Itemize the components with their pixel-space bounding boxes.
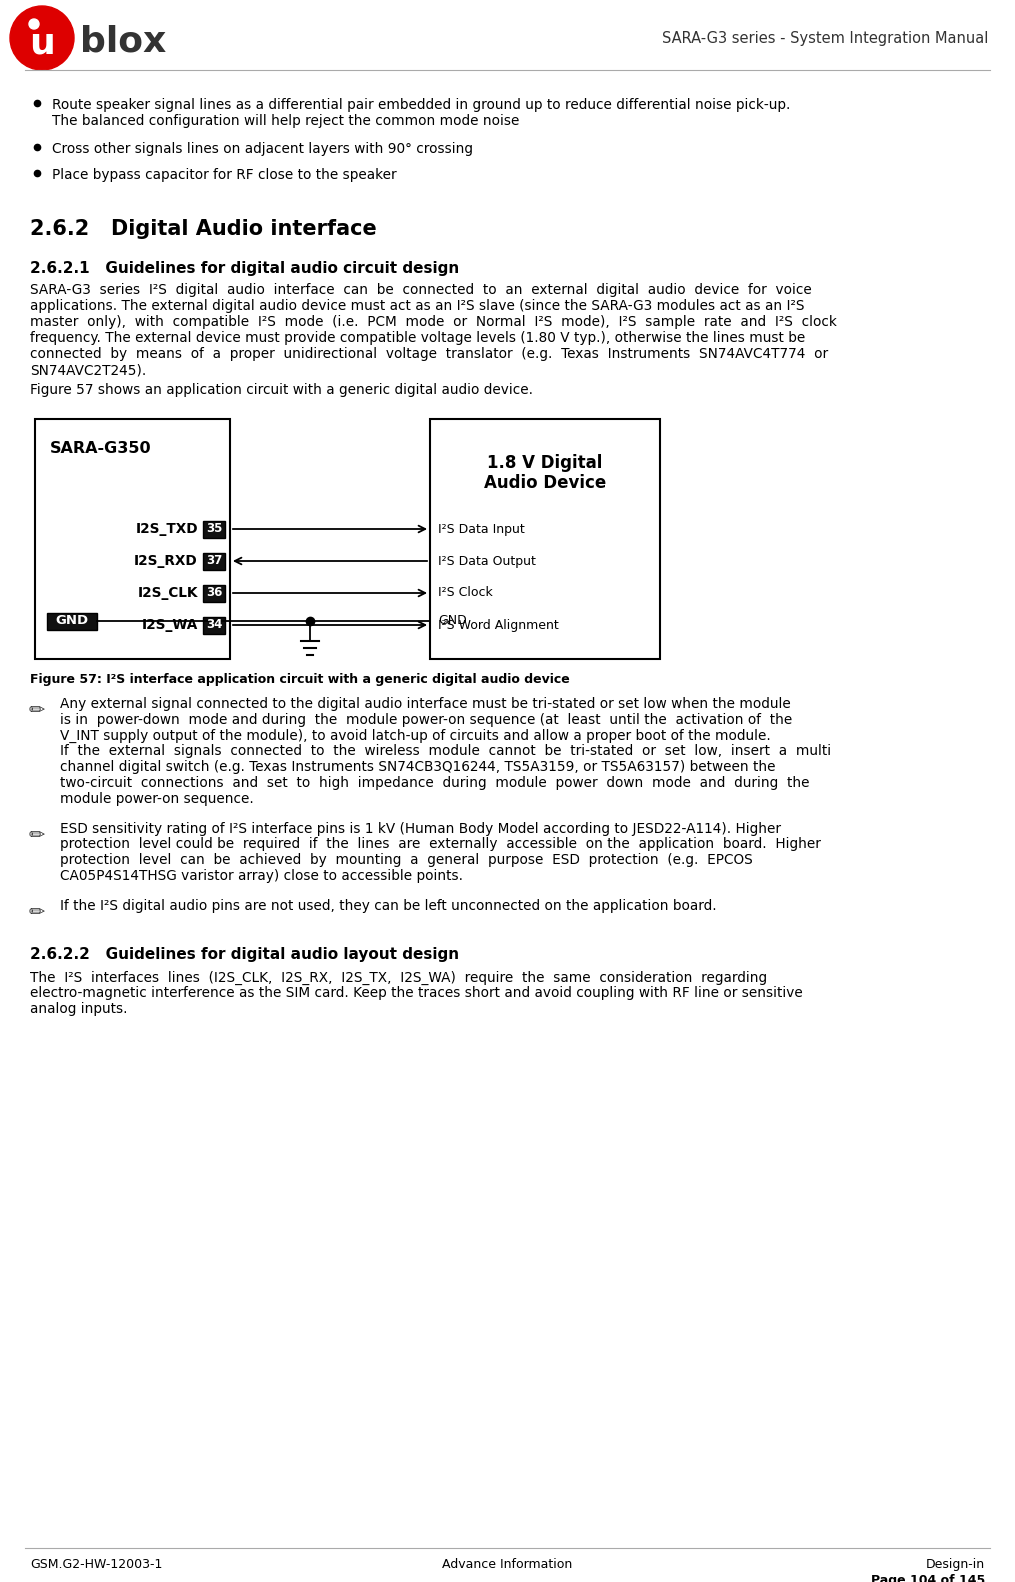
Bar (203, 584, 225, 601)
Text: GSM.G2-HW-12003-1: GSM.G2-HW-12003-1 (30, 1558, 162, 1571)
Circle shape (10, 6, 74, 70)
Text: master  only),  with  compatible  I²S  mode  (i.e.  PCM  mode  or  Normal  I²S  : master only), with compatible I²S mode (… (30, 315, 837, 329)
Text: I2S_TXD: I2S_TXD (135, 522, 198, 536)
Text: two-circuit  connections  and  set  to  high  impedance  during  module  power  : two-circuit connections and set to high … (60, 777, 810, 789)
Text: module power-on sequence.: module power-on sequence. (60, 793, 254, 805)
Text: channel digital switch (e.g. Texas Instruments SN74CB3Q16244, TS5A3159, or TS5A6: channel digital switch (e.g. Texas Instr… (60, 761, 775, 774)
Text: 36: 36 (206, 587, 222, 600)
Text: I²S Word Alignment: I²S Word Alignment (438, 619, 558, 631)
Bar (203, 552, 225, 570)
Text: protection  level could be  required  if  the  lines  are  externally  accessibl: protection level could be required if th… (60, 837, 821, 851)
Text: blox: blox (80, 25, 166, 59)
Circle shape (29, 19, 39, 28)
Text: Advance Information: Advance Information (442, 1558, 572, 1571)
Text: 1.8 V Digital: 1.8 V Digital (487, 454, 603, 471)
Text: electro-magnetic interference as the SIM card. Keep the traces short and avoid c: electro-magnetic interference as the SIM… (30, 987, 803, 1000)
Text: GND: GND (56, 614, 88, 628)
Text: SN74AVC2T245).: SN74AVC2T245). (30, 362, 146, 377)
Text: I²S Data Output: I²S Data Output (438, 555, 536, 568)
Bar (47, 612, 97, 630)
Text: I2S_WA: I2S_WA (142, 619, 198, 631)
Text: I²S Clock: I²S Clock (438, 587, 492, 600)
Text: applications. The external digital audio device must act as an I²S slave (since : applications. The external digital audio… (30, 299, 805, 313)
Bar (203, 617, 225, 633)
Bar (35, 419, 230, 660)
Text: The balanced configuration will help reject the common mode noise: The balanced configuration will help rej… (52, 114, 520, 128)
Text: I2S_RXD: I2S_RXD (134, 554, 198, 568)
Text: SARA-G350: SARA-G350 (50, 441, 151, 456)
Bar (430, 419, 660, 660)
Text: ESD sensitivity rating of I²S interface pins is 1 kV (Human Body Model according: ESD sensitivity rating of I²S interface … (60, 821, 781, 835)
Text: Cross other signals lines on adjacent layers with 90° crossing: Cross other signals lines on adjacent la… (52, 142, 473, 157)
Text: SARA-G3  series  I²S  digital  audio  interface  can  be  connected  to  an  ext: SARA-G3 series I²S digital audio interfa… (30, 283, 812, 297)
Bar (203, 520, 225, 538)
Text: I2S_CLK: I2S_CLK (137, 585, 198, 600)
Text: u: u (29, 27, 55, 62)
Text: Audio Device: Audio Device (484, 475, 606, 492)
Text: ✏: ✏ (28, 701, 46, 720)
Text: The  I²S  interfaces  lines  (I2S_CLK,  I2S_RX,  I2S_TX,  I2S_WA)  require  the : The I²S interfaces lines (I2S_CLK, I2S_R… (30, 971, 767, 984)
Text: analog inputs.: analog inputs. (30, 1003, 128, 1016)
Text: V_INT supply output of the module), to avoid latch-up of circuits and allow a pr: V_INT supply output of the module), to a… (60, 729, 770, 742)
Text: is in  power-down  mode and during  the  module power-on sequence (at  least  un: is in power-down mode and during the mod… (60, 713, 793, 726)
Text: 2.6.2   Digital Audio interface: 2.6.2 Digital Audio interface (30, 218, 377, 239)
Text: Route speaker signal lines as a differential pair embedded in ground up to reduc: Route speaker signal lines as a differen… (52, 98, 791, 112)
Text: 37: 37 (206, 555, 222, 568)
Text: ✏: ✏ (28, 826, 46, 845)
Text: GND: GND (438, 614, 467, 628)
Text: Place bypass capacitor for RF close to the speaker: Place bypass capacitor for RF close to t… (52, 168, 397, 182)
Text: Figure 57: I²S interface application circuit with a generic digital audio device: Figure 57: I²S interface application cir… (30, 672, 569, 687)
Text: Any external signal connected to the digital audio interface must be tri-stated : Any external signal connected to the dig… (60, 698, 791, 710)
Text: 2.6.2.2   Guidelines for digital audio layout design: 2.6.2.2 Guidelines for digital audio lay… (30, 946, 459, 962)
Text: Design-in: Design-in (926, 1558, 985, 1571)
Text: connected  by  means  of  a  proper  unidirectional  voltage  translator  (e.g. : connected by means of a proper unidirect… (30, 346, 828, 361)
Text: ✏: ✏ (28, 903, 46, 922)
Text: If  the  external  signals  connected  to  the  wireless  module  cannot  be  tr: If the external signals connected to the… (60, 745, 831, 758)
Text: protection  level  can  be  achieved  by  mounting  a  general  purpose  ESD  pr: protection level can be achieved by moun… (60, 853, 753, 867)
Text: frequency. The external device must provide compatible voltage levels (1.80 V ty: frequency. The external device must prov… (30, 331, 805, 345)
Text: Page 104 of 145: Page 104 of 145 (871, 1574, 985, 1582)
Text: SARA-G3 series - System Integration Manual: SARA-G3 series - System Integration Manu… (662, 30, 988, 46)
Text: 2.6.2.1   Guidelines for digital audio circuit design: 2.6.2.1 Guidelines for digital audio cir… (30, 261, 459, 275)
Text: If the I²S digital audio pins are not used, they can be left unconnected on the : If the I²S digital audio pins are not us… (60, 899, 717, 913)
Text: 34: 34 (206, 619, 222, 631)
Text: Figure 57 shows an application circuit with a generic digital audio device.: Figure 57 shows an application circuit w… (30, 383, 533, 397)
Text: I²S Data Input: I²S Data Input (438, 522, 525, 535)
Text: 35: 35 (206, 522, 222, 535)
Text: CA05P4S14THSG varistor array) close to accessible points.: CA05P4S14THSG varistor array) close to a… (60, 869, 463, 883)
